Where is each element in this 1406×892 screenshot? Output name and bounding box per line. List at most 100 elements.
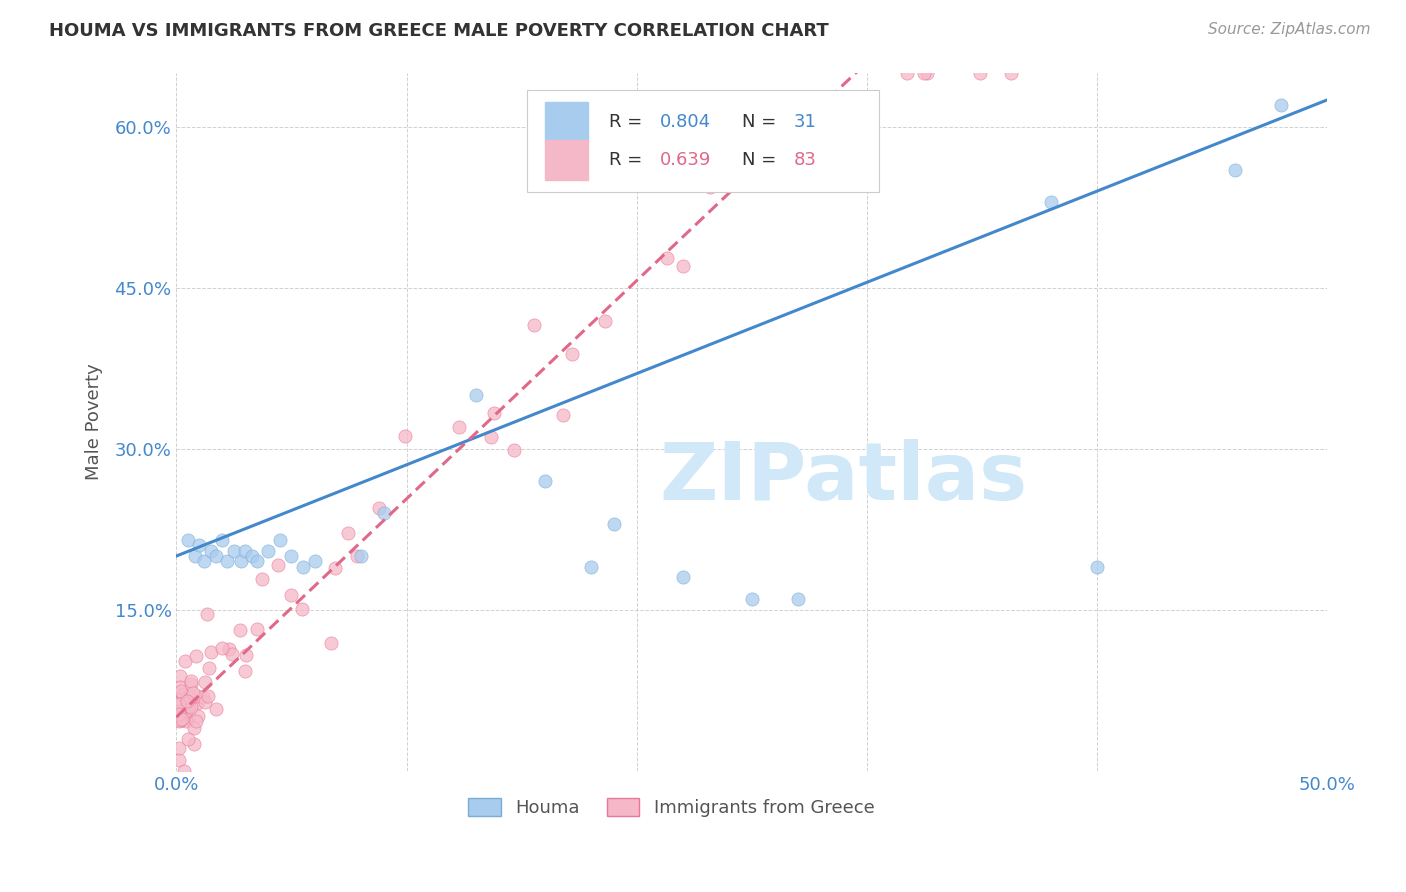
Text: Source: ZipAtlas.com: Source: ZipAtlas.com <box>1208 22 1371 37</box>
Point <box>179 695 201 709</box>
Point <box>1040 194 1063 209</box>
Point <box>479 430 502 444</box>
Point <box>222 543 245 558</box>
Point <box>177 533 200 547</box>
Point <box>912 66 935 80</box>
Point <box>193 690 215 705</box>
Point <box>763 149 786 163</box>
Point <box>502 442 524 457</box>
Legend: Houma, Immigrants from Greece: Houma, Immigrants from Greece <box>461 791 882 824</box>
Point <box>522 318 544 332</box>
Y-axis label: Male Poverty: Male Poverty <box>86 363 103 480</box>
Point <box>197 690 219 704</box>
Point <box>169 680 191 694</box>
Point <box>323 561 346 575</box>
Point <box>177 731 200 746</box>
Point <box>186 696 208 710</box>
Point <box>169 713 191 727</box>
Point <box>169 683 191 698</box>
Point <box>291 602 314 616</box>
Text: R =: R = <box>609 152 648 169</box>
Point <box>672 570 695 584</box>
Point <box>205 702 228 716</box>
Point <box>229 554 252 568</box>
Point <box>1085 559 1108 574</box>
Point <box>167 714 190 728</box>
Point <box>1225 162 1247 177</box>
Point <box>183 737 205 751</box>
Point <box>292 559 315 574</box>
Point <box>187 709 209 723</box>
Text: N =: N = <box>741 152 782 169</box>
Text: N =: N = <box>741 112 782 131</box>
Point <box>200 645 222 659</box>
Point <box>741 591 763 606</box>
Point <box>172 688 194 702</box>
Bar <box>544 102 589 142</box>
Point <box>180 674 202 689</box>
Point <box>235 543 257 558</box>
Point <box>174 704 197 718</box>
Point <box>195 607 218 621</box>
Text: ZIPatlas: ZIPatlas <box>659 439 1028 516</box>
Point <box>679 159 702 173</box>
Point <box>204 549 226 563</box>
Point <box>551 409 574 423</box>
Point <box>482 406 505 420</box>
Point <box>211 640 233 655</box>
Text: 31: 31 <box>793 112 817 131</box>
Point <box>1270 98 1292 112</box>
Point <box>167 706 190 720</box>
Point <box>368 501 391 516</box>
Point <box>180 677 202 691</box>
Point <box>184 714 207 729</box>
Point <box>250 572 273 586</box>
Point <box>657 251 679 265</box>
Point <box>449 419 471 434</box>
Point <box>200 543 222 558</box>
Text: 83: 83 <box>793 152 817 169</box>
Point <box>170 714 193 728</box>
FancyBboxPatch shape <box>527 90 879 192</box>
Point <box>176 714 198 728</box>
Text: R =: R = <box>609 112 648 131</box>
Point <box>183 721 205 735</box>
Text: HOUMA VS IMMIGRANTS FROM GREECE MALE POVERTY CORRELATION CHART: HOUMA VS IMMIGRANTS FROM GREECE MALE POV… <box>49 22 830 40</box>
Point <box>304 554 326 568</box>
Text: 0.804: 0.804 <box>659 112 711 131</box>
Point <box>181 686 204 700</box>
Point <box>319 636 342 650</box>
Point <box>177 709 200 723</box>
Point <box>176 694 198 708</box>
Point <box>603 516 626 531</box>
Point <box>169 669 191 683</box>
Point <box>218 641 240 656</box>
Point <box>177 699 200 714</box>
Point <box>269 533 291 547</box>
Point <box>167 697 190 711</box>
Point <box>373 506 395 520</box>
Point <box>194 675 217 690</box>
Point <box>167 707 190 722</box>
Point <box>246 554 269 568</box>
Point <box>167 741 190 756</box>
Point <box>193 554 215 568</box>
Point <box>280 588 302 602</box>
Point <box>969 66 991 80</box>
Point <box>245 622 267 636</box>
Point <box>180 700 202 714</box>
Point <box>533 474 555 488</box>
Point <box>229 623 252 637</box>
Point <box>337 526 360 541</box>
Point <box>787 591 810 606</box>
Point <box>235 648 257 662</box>
Point <box>167 704 190 718</box>
Point <box>240 549 263 563</box>
Point <box>173 654 195 668</box>
Point <box>896 66 918 80</box>
Point <box>1000 66 1022 80</box>
Point <box>187 689 209 703</box>
Point <box>394 429 416 443</box>
Point <box>170 688 193 702</box>
Point <box>173 764 195 778</box>
